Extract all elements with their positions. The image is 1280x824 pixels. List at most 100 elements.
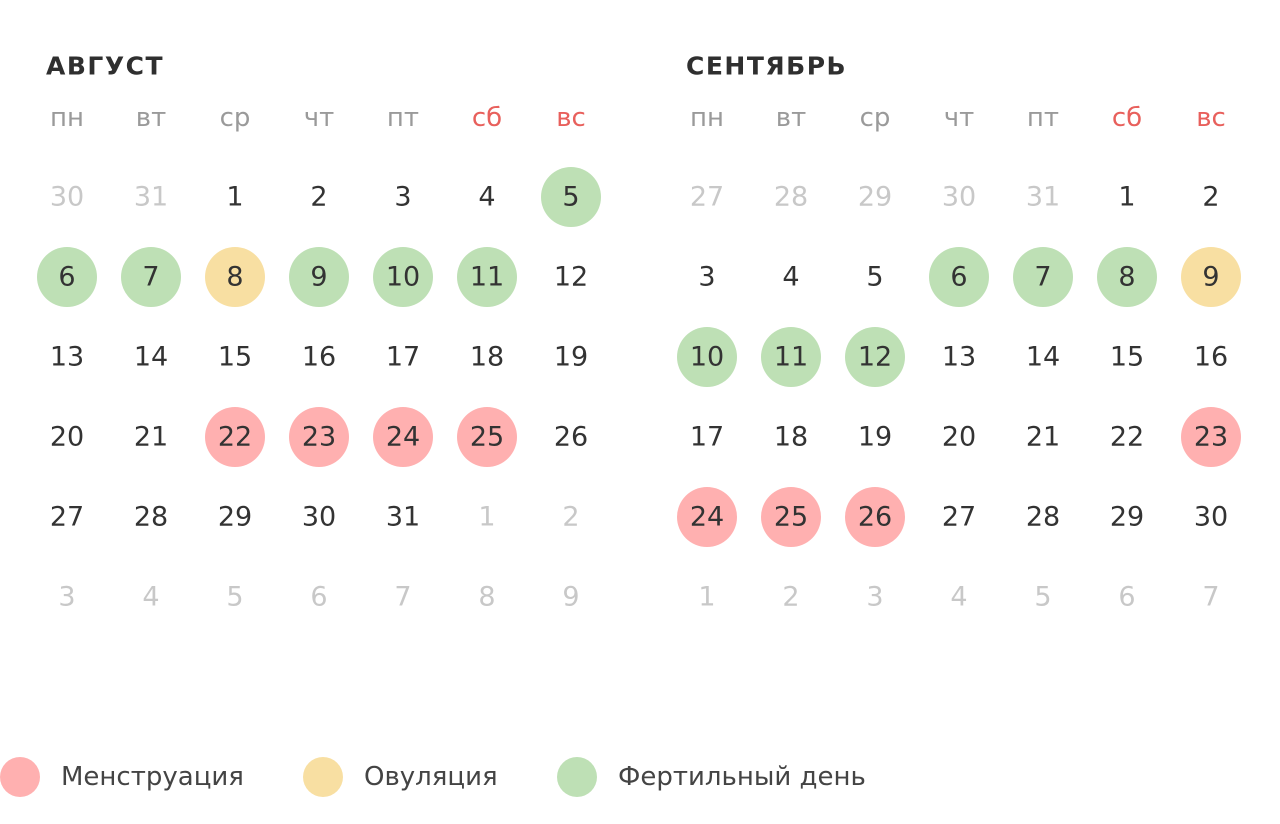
day-number[interactable]: 30 bbox=[942, 182, 976, 213]
weekday-label: пт bbox=[387, 103, 419, 133]
day-number[interactable]: 20 bbox=[50, 422, 84, 453]
day-number[interactable]: 2 bbox=[562, 502, 579, 533]
day-number[interactable]: 18 bbox=[774, 422, 808, 453]
day-number[interactable]: 21 bbox=[134, 422, 168, 453]
day-number[interactable]: 4 bbox=[782, 262, 799, 293]
day-number[interactable]: 18 bbox=[470, 342, 504, 373]
day-highlight bbox=[761, 487, 821, 547]
day-number[interactable]: 11 bbox=[774, 342, 808, 373]
day-number[interactable]: 3 bbox=[866, 582, 883, 613]
day-number[interactable]: 28 bbox=[774, 182, 808, 213]
day-number[interactable]: 30 bbox=[302, 502, 336, 533]
day-number[interactable]: 13 bbox=[942, 342, 976, 373]
day-number[interactable]: 14 bbox=[1026, 342, 1060, 373]
day-number[interactable]: 31 bbox=[386, 502, 420, 533]
day-number[interactable]: 14 bbox=[134, 342, 168, 373]
day-number[interactable]: 3 bbox=[394, 182, 411, 213]
day-number[interactable]: 25 bbox=[470, 422, 504, 453]
day-number[interactable]: 24 bbox=[386, 422, 420, 453]
day-highlight bbox=[373, 247, 433, 307]
day-number[interactable]: 10 bbox=[386, 262, 420, 293]
day-number[interactable]: 26 bbox=[858, 502, 892, 533]
day-number[interactable]: 17 bbox=[690, 422, 724, 453]
day-number[interactable]: 22 bbox=[218, 422, 252, 453]
day-highlight bbox=[37, 247, 97, 307]
day-number[interactable]: 31 bbox=[134, 182, 168, 213]
day-number[interactable]: 2 bbox=[310, 182, 327, 213]
day-number[interactable]: 6 bbox=[950, 262, 967, 293]
day-number[interactable]: 11 bbox=[470, 262, 504, 293]
day-number[interactable]: 10 bbox=[690, 342, 724, 373]
day-number[interactable]: 29 bbox=[218, 502, 252, 533]
weekday-label: вс bbox=[1196, 103, 1226, 133]
day-number[interactable]: 1 bbox=[478, 502, 495, 533]
day-number[interactable]: 8 bbox=[226, 262, 243, 293]
day-number[interactable]: 3 bbox=[58, 582, 75, 613]
day-highlight bbox=[457, 247, 517, 307]
day-number[interactable]: 31 bbox=[1026, 182, 1060, 213]
day-highlight bbox=[289, 407, 349, 467]
day-number[interactable]: 13 bbox=[50, 342, 84, 373]
day-highlight bbox=[761, 327, 821, 387]
day-number[interactable]: 30 bbox=[1194, 502, 1228, 533]
day-number[interactable]: 29 bbox=[1110, 502, 1144, 533]
day-number[interactable]: 20 bbox=[942, 422, 976, 453]
day-number[interactable]: 9 bbox=[1202, 262, 1219, 293]
day-number[interactable]: 8 bbox=[1118, 262, 1135, 293]
day-number[interactable]: 4 bbox=[478, 182, 495, 213]
day-number[interactable]: 28 bbox=[134, 502, 168, 533]
day-number[interactable]: 9 bbox=[310, 262, 327, 293]
day-highlight bbox=[677, 487, 737, 547]
day-number[interactable]: 6 bbox=[58, 262, 75, 293]
day-number[interactable]: 7 bbox=[394, 582, 411, 613]
day-number[interactable]: 19 bbox=[554, 342, 588, 373]
day-number[interactable]: 15 bbox=[218, 342, 252, 373]
day-number[interactable]: 4 bbox=[142, 582, 159, 613]
day-number[interactable]: 1 bbox=[226, 182, 243, 213]
day-number[interactable]: 6 bbox=[1118, 582, 1135, 613]
day-number[interactable]: 6 bbox=[310, 582, 327, 613]
legend-label: Менструация bbox=[61, 762, 244, 792]
day-number[interactable]: 27 bbox=[50, 502, 84, 533]
day-number[interactable]: 2 bbox=[1202, 182, 1219, 213]
day-number[interactable]: 5 bbox=[866, 262, 883, 293]
day-number[interactable]: 16 bbox=[1194, 342, 1228, 373]
day-number[interactable]: 27 bbox=[690, 182, 724, 213]
day-number[interactable]: 29 bbox=[858, 182, 892, 213]
day-number[interactable]: 26 bbox=[554, 422, 588, 453]
weekday-label: чт bbox=[944, 103, 975, 133]
day-number[interactable]: 17 bbox=[386, 342, 420, 373]
day-number[interactable]: 1 bbox=[698, 582, 715, 613]
day-number[interactable]: 9 bbox=[562, 582, 579, 613]
day-number[interactable]: 3 bbox=[698, 262, 715, 293]
day-number[interactable]: 8 bbox=[478, 582, 495, 613]
day-number[interactable]: 1 bbox=[1118, 182, 1135, 213]
weekday-label: ср bbox=[860, 103, 891, 133]
day-number[interactable]: 16 bbox=[302, 342, 336, 373]
day-highlight bbox=[1181, 407, 1241, 467]
day-number[interactable]: 21 bbox=[1026, 422, 1060, 453]
day-number[interactable]: 12 bbox=[858, 342, 892, 373]
day-number[interactable]: 5 bbox=[562, 182, 579, 213]
day-number[interactable]: 19 bbox=[858, 422, 892, 453]
day-number[interactable]: 23 bbox=[1194, 422, 1228, 453]
day-highlight bbox=[457, 407, 517, 467]
day-number[interactable]: 28 bbox=[1026, 502, 1060, 533]
day-number[interactable]: 7 bbox=[1202, 582, 1219, 613]
day-number[interactable]: 24 bbox=[690, 502, 724, 533]
day-number[interactable]: 7 bbox=[142, 262, 159, 293]
day-number[interactable]: 5 bbox=[1034, 582, 1051, 613]
day-number[interactable]: 4 bbox=[950, 582, 967, 613]
day-highlight bbox=[289, 247, 349, 307]
day-number[interactable]: 15 bbox=[1110, 342, 1144, 373]
day-number[interactable]: 2 bbox=[782, 582, 799, 613]
day-number[interactable]: 23 bbox=[302, 422, 336, 453]
day-number[interactable]: 5 bbox=[226, 582, 243, 613]
day-number[interactable]: 27 bbox=[942, 502, 976, 533]
day-number[interactable]: 22 bbox=[1110, 422, 1144, 453]
day-number[interactable]: 12 bbox=[554, 262, 588, 293]
day-number[interactable]: 7 bbox=[1034, 262, 1051, 293]
day-number[interactable]: 30 bbox=[50, 182, 84, 213]
day-number[interactable]: 25 bbox=[774, 502, 808, 533]
day-highlight bbox=[205, 247, 265, 307]
